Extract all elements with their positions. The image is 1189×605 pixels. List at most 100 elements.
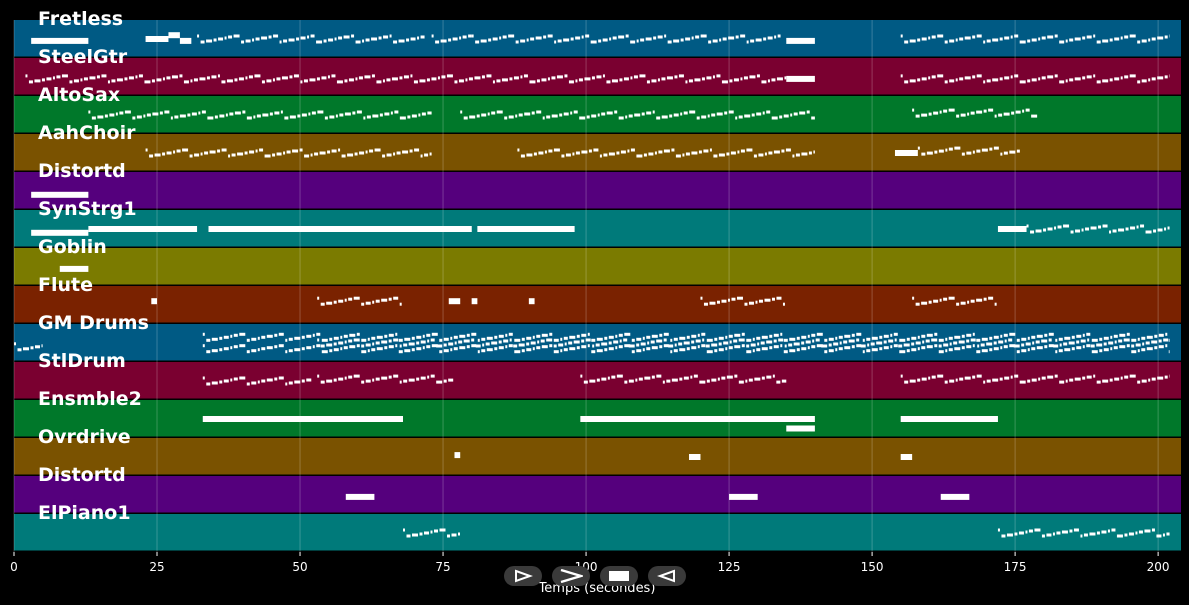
- note-mark: [1126, 332, 1130, 336]
- note-mark: [421, 112, 426, 116]
- note-mark: [439, 528, 446, 532]
- note-mark: [189, 154, 193, 158]
- note-mark: [256, 114, 261, 118]
- note-mark: [781, 149, 785, 153]
- note-mark: [292, 149, 299, 153]
- note-mark: [779, 115, 783, 119]
- note-mark: [301, 113, 307, 117]
- track-label: Fretless: [38, 8, 123, 30]
- note-mark: [673, 39, 680, 43]
- note-mark: [972, 35, 976, 39]
- note-mark: [619, 78, 623, 82]
- note-mark: [1120, 76, 1123, 80]
- note-mark: [967, 300, 970, 304]
- note-mark: [61, 74, 68, 78]
- note-mark: [344, 112, 351, 116]
- note-mark: [1145, 230, 1152, 234]
- note-mark: [586, 115, 590, 119]
- play-button[interactable]: [504, 566, 542, 586]
- note-mark: [595, 343, 600, 347]
- note-mark: [1164, 227, 1167, 231]
- note-mark: [625, 115, 628, 119]
- note-mark: [981, 349, 988, 353]
- note-mark: [201, 110, 206, 114]
- note-mark: [934, 332, 938, 336]
- note-mark: [1030, 230, 1035, 234]
- note-mark: [934, 344, 938, 348]
- note-mark: [1055, 350, 1058, 354]
- note-mark: [399, 302, 402, 306]
- note-mark: [257, 336, 260, 340]
- note-mark: [1071, 347, 1075, 351]
- note-mark: [316, 332, 321, 336]
- note-mark: [744, 302, 748, 306]
- note-mark: [306, 346, 312, 350]
- note-mark: [283, 151, 286, 155]
- note-mark: [448, 378, 454, 382]
- note-mark: [636, 39, 639, 43]
- note-mark: [994, 302, 997, 306]
- rewind-button[interactable]: [648, 566, 686, 586]
- note-mark: [740, 77, 743, 81]
- note-mark: [1035, 229, 1042, 233]
- note-mark: [890, 345, 893, 349]
- note-mark: [1109, 78, 1113, 82]
- note-mark: [124, 77, 128, 81]
- note-mark: [398, 350, 403, 354]
- note-mark: [535, 36, 542, 40]
- note-mark: [426, 78, 430, 82]
- note-mark: [321, 350, 328, 354]
- note-mark: [266, 378, 273, 382]
- note-mark: [351, 34, 355, 38]
- note-mark: [1048, 338, 1052, 342]
- note-mark: [162, 77, 165, 81]
- note-mark: [601, 342, 608, 346]
- note-mark: [998, 113, 1003, 117]
- note-mark: [371, 336, 376, 340]
- note-mark: [310, 153, 313, 157]
- note-mark: [722, 37, 727, 41]
- note-mark: [362, 39, 365, 43]
- note-mark: [166, 151, 172, 155]
- note-mark: [656, 374, 662, 378]
- note-mark: [246, 116, 252, 120]
- note-mark: [460, 110, 463, 114]
- note-mark: [701, 77, 705, 81]
- note-mark: [646, 347, 651, 351]
- stop-button[interactable]: [600, 566, 638, 586]
- note-mark: [764, 298, 771, 302]
- note-mark: [894, 338, 897, 342]
- note-mark: [958, 340, 965, 344]
- note-mark: [683, 341, 690, 345]
- note-mark: [658, 150, 663, 154]
- note-mark: [159, 111, 163, 115]
- note-mark: [961, 346, 965, 350]
- note-mark: [299, 148, 303, 152]
- note-mark: [976, 34, 982, 38]
- note-mark: [344, 298, 347, 302]
- track-label: Distortd: [38, 160, 126, 182]
- note-mark: [994, 114, 997, 118]
- note-mark: [1129, 74, 1136, 78]
- note-mark: [453, 347, 458, 351]
- note-mark: [1025, 342, 1031, 346]
- note-mark: [740, 34, 746, 38]
- note-mark: [1113, 334, 1118, 338]
- note-mark: [329, 115, 335, 119]
- note-mark: [623, 77, 629, 81]
- note-mark: [311, 111, 316, 115]
- note-mark: [458, 340, 463, 344]
- note-mark: [705, 344, 710, 348]
- note-mark: [1054, 34, 1058, 38]
- note-mark: [1027, 348, 1030, 352]
- note-mark: [784, 76, 787, 80]
- note-mark: [771, 297, 775, 301]
- note-mark: [514, 338, 521, 342]
- note-mark: [866, 337, 871, 341]
- note-mark: [176, 149, 181, 153]
- note-mark: [746, 344, 750, 348]
- forward-button[interactable]: [552, 566, 590, 586]
- note-mark: [230, 378, 233, 382]
- note-mark: [468, 77, 473, 81]
- note-mark: [526, 38, 529, 42]
